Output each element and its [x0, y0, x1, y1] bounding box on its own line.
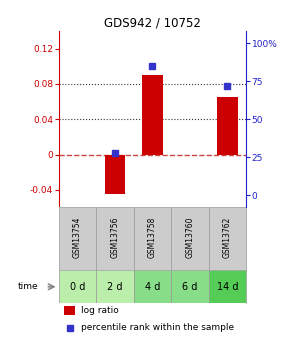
- Bar: [134, 270, 171, 303]
- Text: 0 d: 0 d: [70, 282, 85, 292]
- Title: GDS942 / 10752: GDS942 / 10752: [104, 17, 201, 30]
- Bar: [96, 270, 134, 303]
- Text: 14 d: 14 d: [217, 282, 238, 292]
- Text: GSM13758: GSM13758: [148, 217, 157, 258]
- Text: GSM13762: GSM13762: [223, 217, 232, 258]
- Bar: [217, 97, 238, 155]
- Text: 6 d: 6 d: [182, 282, 197, 292]
- Bar: [96, 207, 134, 270]
- Text: 4 d: 4 d: [145, 282, 160, 292]
- Text: log ratio: log ratio: [81, 306, 119, 315]
- Bar: [64, 306, 76, 315]
- Text: GSM13756: GSM13756: [110, 217, 119, 258]
- Text: 2 d: 2 d: [107, 282, 122, 292]
- Bar: [134, 207, 171, 270]
- Bar: [209, 270, 246, 303]
- Text: time: time: [17, 282, 38, 291]
- Bar: [105, 155, 125, 194]
- Text: GSM13754: GSM13754: [73, 217, 82, 258]
- Text: GSM13760: GSM13760: [185, 217, 194, 258]
- Bar: [59, 207, 96, 270]
- Bar: [209, 207, 246, 270]
- Bar: [59, 270, 96, 303]
- Bar: [142, 75, 163, 155]
- Bar: [171, 270, 209, 303]
- Bar: [171, 207, 209, 270]
- Text: percentile rank within the sample: percentile rank within the sample: [81, 323, 234, 332]
